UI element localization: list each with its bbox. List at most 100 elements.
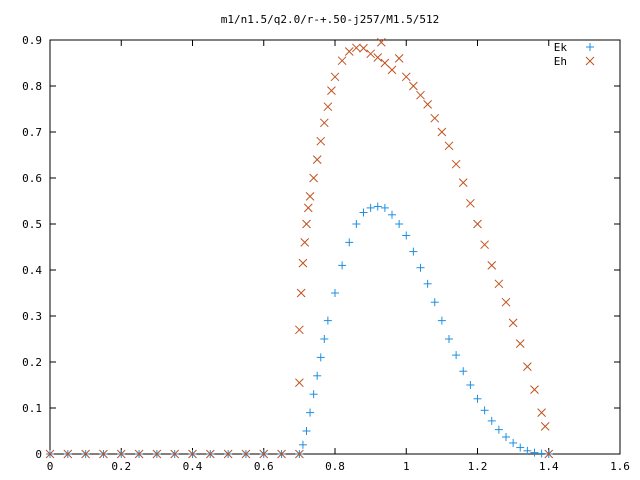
data-point-ek: [298, 440, 307, 449]
data-point-eh: [487, 261, 497, 270]
legend-label-ek: Ek: [554, 41, 568, 54]
data-point-ek: [313, 371, 322, 380]
data-point-ek: [509, 438, 518, 447]
x-tick-label: 1.2: [468, 460, 488, 473]
data-point-eh: [303, 203, 313, 213]
data-point-eh: [530, 385, 539, 394]
data-point-eh: [295, 378, 304, 388]
y-tick-label: 0: [35, 448, 42, 461]
data-point-eh: [394, 54, 404, 63]
data-point-ek: [306, 408, 315, 417]
data-point-eh: [81, 449, 90, 459]
data-point-eh: [409, 81, 418, 91]
data-point-ek: [430, 298, 439, 307]
data-point-eh: [312, 155, 322, 164]
data-point-ek: [445, 335, 453, 343]
y-tick-label: 0.7: [22, 126, 42, 139]
data-point-eh: [501, 297, 511, 307]
data-point-ek: [373, 202, 382, 211]
data-point-ek: [480, 406, 489, 415]
x-tick-label: 0.4: [183, 460, 203, 473]
data-point-ek: [452, 351, 461, 360]
x-tick-label: 1.6: [610, 460, 630, 473]
data-point-eh: [466, 198, 475, 208]
legend-label-eh: Eh: [554, 55, 567, 68]
data-point-ek: [309, 390, 318, 399]
data-point-ek: [395, 220, 404, 228]
legend-marker-ek: [586, 43, 594, 51]
data-point-eh: [295, 325, 304, 335]
y-tick-label: 0.1: [22, 402, 42, 415]
data-point-eh: [458, 178, 468, 187]
y-tick-label: 0.4: [22, 264, 42, 277]
data-point-eh: [544, 449, 554, 459]
data-point-eh: [437, 127, 447, 137]
data-point-eh: [241, 449, 251, 459]
y-tick-label: 0.8: [22, 80, 42, 93]
x-tick-label: 1.4: [539, 460, 559, 473]
data-point-eh: [376, 37, 386, 47]
data-point-eh: [170, 449, 180, 459]
data-point-eh: [302, 219, 311, 229]
data-point-eh: [295, 449, 304, 459]
data-point-ek: [416, 263, 425, 272]
data-point-eh: [99, 449, 108, 459]
tick-marks: [49, 39, 621, 455]
series-layer: [45, 37, 554, 459]
data-point-ek: [537, 449, 546, 458]
data-point-ek: [473, 394, 482, 403]
y-tick-label: 0.5: [22, 218, 42, 231]
data-point-ek: [402, 231, 411, 240]
data-point-eh: [330, 72, 340, 82]
data-point-eh: [277, 449, 286, 459]
series-eh: [45, 37, 554, 459]
data-point-eh: [451, 159, 461, 169]
tick-labels: 0 0.2 0.4 0.6 0.8 1 1.2 1.4 1.6 0 0.1 0.2 0.3 0.4 0.5 0…: [22, 34, 630, 473]
data-point-eh: [523, 362, 532, 371]
data-point-ek: [530, 448, 539, 457]
data-point-eh: [327, 86, 336, 95]
data-point-ek: [331, 289, 339, 297]
data-point-eh: [380, 58, 390, 68]
y-tick-label: 0.2: [22, 356, 42, 369]
y-tick-label: 0.9: [22, 34, 42, 47]
x-tick-label: 0.6: [254, 460, 274, 473]
data-point-eh: [352, 43, 361, 53]
data-point-eh: [430, 113, 440, 123]
chart-title: m1/n1.5/q2.0/r-+.50-j257/M1.5/512: [221, 13, 440, 26]
data-point-eh: [152, 449, 162, 459]
data-point-eh: [515, 339, 525, 348]
data-point-eh: [259, 449, 269, 459]
data-point-eh: [416, 90, 425, 100]
data-point-eh: [494, 279, 504, 289]
data-point-eh: [205, 449, 215, 459]
data-point-eh: [337, 56, 347, 66]
data-point-ek: [320, 335, 329, 343]
data-point-ek: [502, 432, 510, 441]
data-point-eh: [537, 408, 546, 417]
data-point-eh: [323, 102, 333, 112]
data-point-eh: [309, 173, 318, 183]
data-point-ek: [302, 427, 311, 435]
legend-marker-eh: [585, 56, 595, 66]
data-point-eh: [401, 72, 411, 82]
data-point-ek: [345, 238, 354, 247]
data-point-eh: [359, 43, 368, 53]
data-point-eh: [63, 449, 73, 459]
data-point-eh: [366, 49, 375, 59]
data-point-ek: [459, 367, 468, 376]
data-point-ek: [359, 208, 368, 217]
data-point-ek: [523, 446, 532, 455]
data-point-ek: [352, 220, 361, 228]
data-point-eh: [540, 422, 550, 431]
y-tick-label: 0.6: [22, 172, 42, 185]
data-point-eh: [134, 449, 144, 459]
data-point-ek: [409, 247, 418, 256]
data-point-ek: [338, 261, 347, 270]
data-point-eh: [116, 449, 126, 459]
data-point-ek: [494, 425, 503, 434]
data-point-eh: [319, 118, 329, 128]
